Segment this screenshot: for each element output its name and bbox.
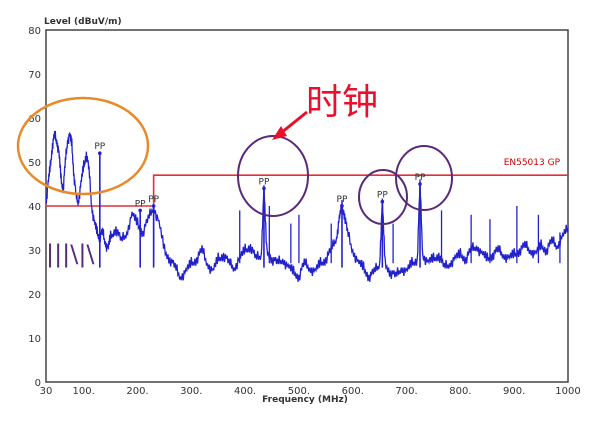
annotations: 时钟 |||\|\: [16, 82, 453, 268]
peak-marker-label: PP: [259, 177, 270, 187]
y-tick-label: 70: [28, 70, 41, 81]
y-tick-label: 80: [28, 26, 41, 37]
y-tick-label: 40: [28, 202, 41, 213]
x-tick-label: 900.: [503, 386, 525, 397]
limit-line-label: EN55013 GP: [504, 158, 561, 168]
series-line: [45, 130, 569, 282]
peak-marker-label: PP: [94, 142, 105, 152]
x-axis-title: Frequency (MHz): [262, 395, 348, 405]
y-tick-label: 60: [28, 114, 41, 125]
peak-marker-label: PP: [148, 195, 159, 205]
purple-circle-annotation-725: [395, 145, 453, 211]
peak-marker-dot: [98, 151, 102, 155]
y-tick-label: 20: [28, 290, 41, 301]
x-tick-label: 500.: [288, 386, 310, 397]
y-tick-label: 50: [28, 158, 41, 169]
x-tick-label: 300.: [180, 386, 202, 397]
purple-circle-annotation-clock: [237, 135, 309, 217]
y-tick-label: 30: [28, 246, 41, 257]
peak-marker-label: PP: [377, 191, 388, 201]
peak-marker-dot: [262, 186, 266, 191]
purple-circle-annotation-650: [358, 169, 408, 225]
peak-marker-dot: [151, 204, 156, 208]
handwritten-clock-label: 时钟: [306, 82, 378, 123]
red-arrowhead: [272, 126, 287, 140]
series-layer: [45, 130, 569, 282]
peak-marker-dot: [340, 204, 344, 208]
y-tick-label: 0: [35, 378, 41, 389]
peak-marker-label: PP: [337, 195, 348, 205]
axes: 0 10 20 30 40 50 60 70 80 30 100. 200. 300. 400. 500. 6…: [28, 26, 580, 397]
peak-marker-label: PP: [135, 199, 146, 209]
y-axis-title: Level (dBuV/m): [44, 17, 122, 27]
orange-circle-annotation: [16, 96, 150, 196]
peak-marker-dot: [380, 199, 385, 204]
x-tick-label: 600.: [342, 386, 364, 397]
peak-marker-dot: [418, 182, 422, 186]
x-tick-label: 100.: [73, 386, 95, 397]
peak-marker-label: PP: [415, 173, 426, 183]
x-tick-label: 700.: [395, 386, 417, 397]
x-tick-label: 1000: [555, 386, 580, 397]
purple-scribble-annotation: |||\|\: [46, 240, 95, 268]
x-tick-label: 30: [40, 386, 53, 397]
peak-marker-dot: [138, 208, 142, 213]
y-tick-label: 10: [28, 334, 41, 345]
x-tick-label: 400.: [234, 386, 256, 397]
x-tick-label: 800.: [449, 386, 471, 397]
x-tick-label: 200.: [126, 386, 148, 397]
